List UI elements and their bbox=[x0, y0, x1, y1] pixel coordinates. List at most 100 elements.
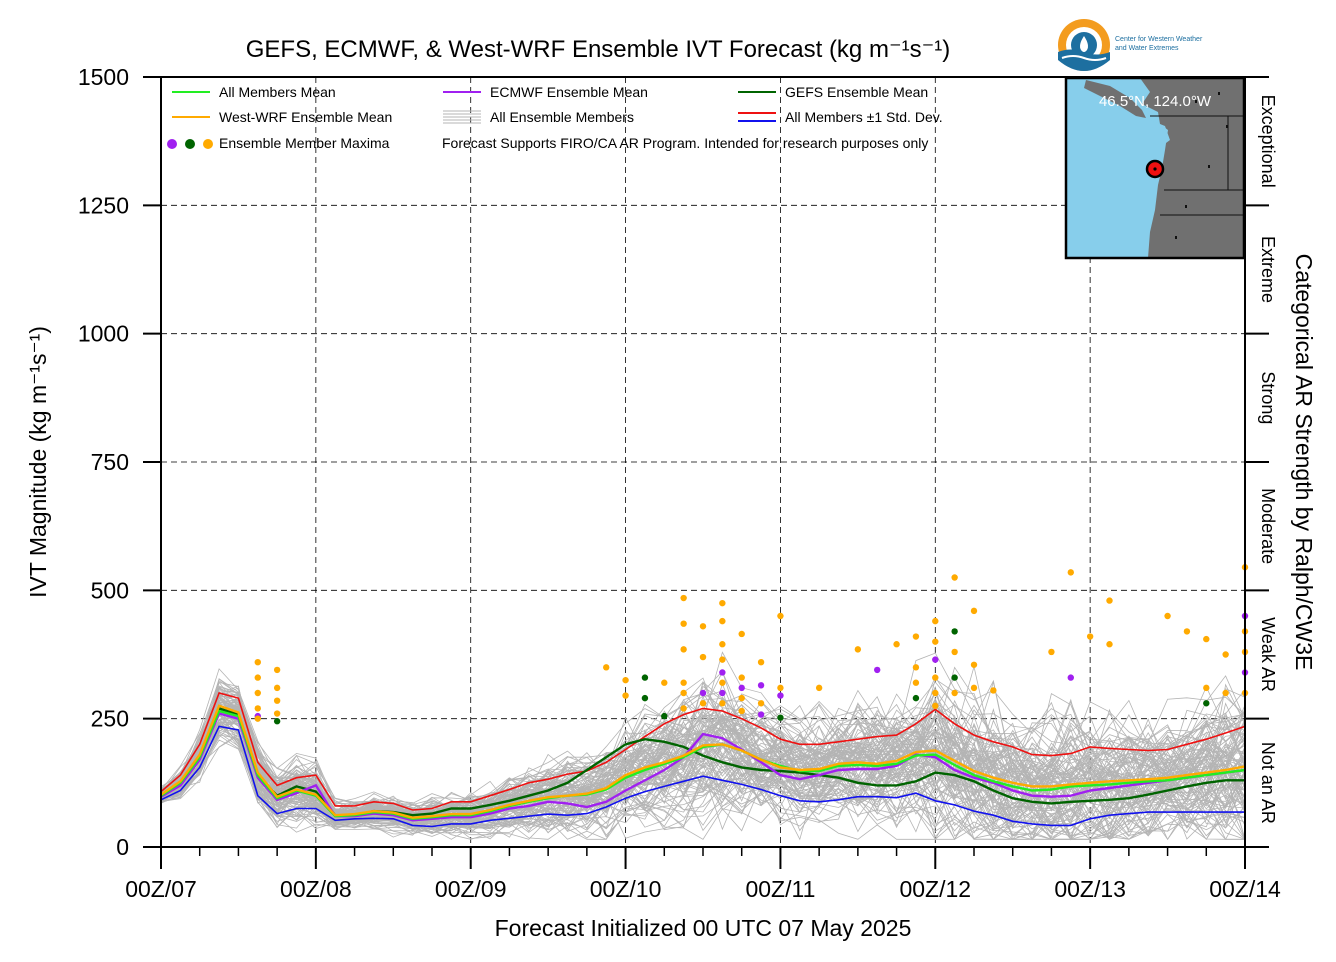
ar-category-label: Strong bbox=[1258, 371, 1278, 424]
y-axis-label: IVT Magnitude (kg m⁻¹s⁻¹) bbox=[25, 326, 51, 598]
maxima-point bbox=[951, 628, 958, 635]
inset-islands bbox=[1084, 80, 1146, 118]
maxima-point bbox=[719, 700, 726, 707]
std-dev-upper-line bbox=[160, 692, 1246, 811]
maxima-point bbox=[738, 684, 745, 692]
maxima-point bbox=[699, 689, 707, 697]
inset-location-label: 46.5°N, 124.0°W bbox=[1099, 93, 1212, 110]
maxima-point bbox=[777, 714, 784, 721]
cw3e-logo: Center for Western Weather and Water Ext… bbox=[1058, 19, 1203, 71]
maxima-point bbox=[719, 599, 726, 607]
maxima-point bbox=[1203, 684, 1210, 692]
legend-dot-wrf bbox=[203, 139, 213, 149]
maxima-point bbox=[622, 676, 629, 684]
maxima-point bbox=[757, 659, 765, 666]
chart-title: GEFS, ECMWF, & West-WRF Ensemble IVT For… bbox=[246, 36, 951, 63]
maxima-point bbox=[254, 689, 261, 697]
ensemble-member-line bbox=[160, 719, 1246, 838]
inset-lakes bbox=[1175, 92, 1228, 239]
maxima-point bbox=[273, 684, 281, 692]
maxima-point bbox=[1048, 648, 1055, 656]
maxima-point bbox=[641, 694, 649, 702]
right-axis-label: Categorical AR Strength by Ralph/CW3E bbox=[1291, 254, 1317, 671]
legend-label-ecmwf: ECMWF Ensemble Mean bbox=[490, 84, 648, 100]
maxima-point bbox=[1106, 597, 1113, 604]
ar-category-label: Not an AR bbox=[1258, 742, 1278, 824]
maxima-point bbox=[699, 653, 707, 661]
maxima-point bbox=[777, 684, 784, 692]
maxima-point bbox=[719, 617, 726, 625]
series-layer bbox=[160, 692, 1246, 828]
maxima-point bbox=[1203, 635, 1210, 643]
maxima-point bbox=[738, 674, 745, 681]
maxima-point bbox=[854, 646, 862, 653]
maxima-point bbox=[1067, 674, 1074, 681]
std-dev-lower-line bbox=[160, 725, 1245, 828]
y-tick-label: 0 bbox=[116, 834, 129, 860]
axes-layer: 0 250 500 750 1000 1250 1500 00Z/07 00Z/08 00Z/09… bbox=[78, 64, 1281, 902]
maxima-point bbox=[932, 617, 939, 625]
maxima-point bbox=[912, 694, 920, 702]
logo-text-line2: and Water Extremes bbox=[1115, 45, 1179, 52]
maxima-point bbox=[661, 712, 668, 720]
ar-category-label: Weak AR bbox=[1258, 617, 1278, 692]
x-tick-label: 00Z/07 bbox=[125, 876, 197, 902]
x-axis-label: Forecast Initialized 00 UTC 07 May 2025 bbox=[495, 915, 912, 941]
maxima-point bbox=[254, 659, 261, 666]
maxima-point bbox=[951, 574, 958, 581]
inset-borders bbox=[1150, 115, 1244, 216]
location-inset-map: 46.5°N, 124.0°W bbox=[1064, 76, 1246, 260]
maxima-point bbox=[254, 715, 261, 722]
maxima-point bbox=[1222, 689, 1229, 697]
inset-strait bbox=[1150, 120, 1170, 146]
maxima-point bbox=[1203, 700, 1210, 707]
legend-dot-ecmwf bbox=[167, 139, 177, 149]
maxima-point bbox=[970, 661, 978, 668]
ensemble-member-line bbox=[160, 680, 1246, 817]
inset-land bbox=[1140, 78, 1244, 258]
legend-swatch-members bbox=[443, 110, 481, 124]
maxima-point bbox=[912, 679, 920, 686]
maxima-point bbox=[719, 656, 726, 663]
maxima-point bbox=[970, 607, 978, 615]
logo-text-line1: Center for Western Weather bbox=[1115, 36, 1203, 43]
maxima-point bbox=[932, 702, 939, 710]
grid-lines bbox=[161, 77, 1245, 847]
maxima-point bbox=[970, 684, 978, 692]
legend-label-members: All Ensemble Members bbox=[490, 109, 634, 125]
ensemble-member-line bbox=[160, 718, 1246, 840]
ensemble-member-line bbox=[160, 739, 1246, 841]
maxima-point bbox=[951, 689, 958, 697]
ensemble-member-line bbox=[160, 723, 1246, 838]
maxima-point bbox=[757, 700, 765, 707]
maxima-point bbox=[680, 689, 687, 697]
maxima-point bbox=[932, 674, 939, 681]
maxima-point bbox=[254, 674, 261, 681]
legend-label-std: All Members ±1 Std. Dev. bbox=[785, 109, 943, 125]
maxima-point bbox=[661, 679, 668, 686]
west-wrf-mean-line bbox=[160, 704, 1246, 819]
maxima-layer bbox=[254, 564, 1249, 725]
x-tick-label: 00Z/10 bbox=[590, 876, 662, 902]
legend-dot-gefs bbox=[185, 139, 195, 149]
maxima-point bbox=[738, 630, 745, 638]
maxima-point bbox=[757, 711, 765, 718]
maxima-point bbox=[1222, 651, 1229, 658]
maxima-point bbox=[912, 633, 920, 640]
maxima-point bbox=[1086, 633, 1094, 640]
x-tick-label: 00Z/09 bbox=[435, 876, 507, 902]
maxima-point bbox=[777, 612, 784, 620]
ar-category-label: Extreme bbox=[1258, 236, 1278, 303]
maxima-point bbox=[912, 664, 920, 671]
ar-category-layer: Not an AR Weak AR Moderate Strong Extreme Exc… bbox=[1245, 76, 1278, 848]
ar-category-label: Moderate bbox=[1258, 488, 1278, 564]
maxima-point bbox=[680, 620, 687, 627]
maxima-point bbox=[777, 692, 784, 699]
maxima-point bbox=[680, 705, 687, 712]
maxima-point bbox=[641, 674, 649, 681]
maxima-point bbox=[951, 674, 958, 681]
legend: All Members Mean ECMWF Ensemble Mean GEF… bbox=[167, 84, 943, 151]
maxima-point bbox=[699, 700, 707, 707]
maxima-point bbox=[680, 646, 687, 653]
maxima-point bbox=[603, 664, 610, 671]
